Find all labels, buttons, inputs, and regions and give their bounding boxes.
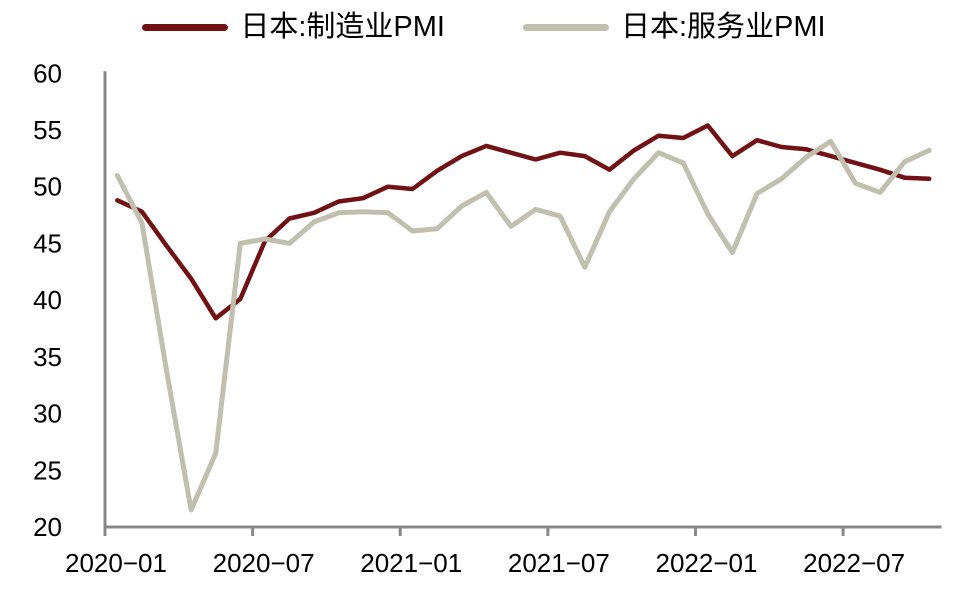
y-axis-label: 60	[33, 58, 62, 88]
y-axis-label: 45	[33, 228, 62, 258]
legend-swatch-manufacturing-line	[142, 24, 229, 32]
y-axis-label: 20	[33, 512, 62, 542]
y-axis-label: 30	[33, 399, 62, 429]
y-axis-label: 40	[33, 285, 62, 315]
legend-label-services: 日本:服务业PMI	[621, 11, 826, 43]
legend: 日本:制造业PMI 日本:服务业PMI	[0, 11, 968, 44]
x-axis-label: 2022−07	[803, 548, 905, 578]
x-axis-label: 2021−07	[508, 548, 610, 578]
x-axis-label: 2021−01	[360, 548, 462, 578]
x-axis-label: 2020−07	[213, 548, 315, 578]
x-axis-label: 2022−01	[655, 548, 757, 578]
legend-item-services: 日本:服务业PMI	[523, 11, 826, 44]
legend-label-manufacturing: 日本:制造业PMI	[240, 11, 445, 43]
y-axis-label: 35	[33, 342, 62, 372]
services-pmi-line	[114, 138, 932, 513]
x-axis-label: 2020−01	[65, 548, 167, 578]
y-axis-label: 50	[33, 172, 62, 202]
manufacturing-pmi-line	[115, 123, 932, 321]
legend-swatch-services-line	[523, 24, 609, 32]
y-axis-label: 25	[33, 455, 62, 485]
legend-item-manufacturing: 日本:制造业PMI	[142, 11, 445, 44]
y-axis-label: 55	[33, 115, 62, 145]
